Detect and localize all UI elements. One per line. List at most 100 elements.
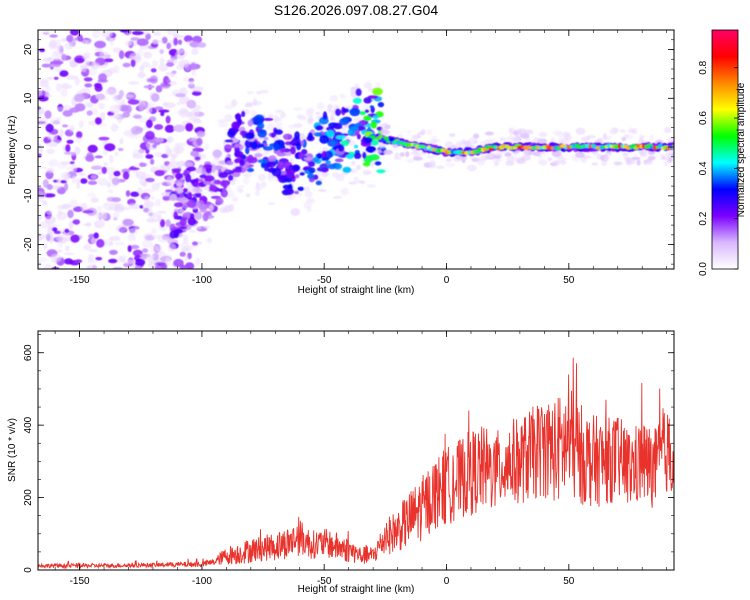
- spectrogram-blob: [99, 51, 109, 58]
- spectrogram-blob: [237, 188, 244, 193]
- spectrogram-blob: [156, 210, 167, 214]
- spectrogram-blob: [250, 109, 257, 118]
- spectrogram-blob: [466, 164, 477, 172]
- spectrogram-blob: [479, 140, 487, 146]
- spectrogram-blob: [108, 115, 120, 119]
- spectrogram-blob: [382, 128, 388, 132]
- spectrogram-blob: [342, 108, 350, 113]
- spectrogram-blob: [178, 59, 190, 68]
- spectrogram-blob: [135, 171, 142, 176]
- spectrogram-blob: [176, 101, 182, 106]
- spectrogram-blob: [118, 89, 124, 98]
- spectrogram-blob: [191, 48, 199, 56]
- spectrogram-blob: [185, 262, 195, 269]
- spectrogram-blob: [445, 158, 452, 162]
- spectrogram-blob: [477, 160, 486, 166]
- spectrogram-blob: [137, 71, 146, 79]
- spectrogram-blob: [203, 164, 213, 169]
- spectrogram-blob: [119, 30, 129, 33]
- spectrogram-blob: [160, 111, 165, 117]
- spectrogram-blob: [124, 40, 133, 46]
- spectrogram-blob: [40, 78, 50, 82]
- spectrogram-blob: [461, 139, 466, 145]
- spectrogram-blob: [234, 113, 242, 120]
- spectrogram-blob: [122, 62, 131, 68]
- spectrogram-blob: [327, 138, 338, 147]
- spectrogram-blob: [266, 123, 275, 131]
- spectrogram-blob: [103, 58, 114, 63]
- spectrogram-blob: [204, 144, 210, 151]
- spectrogram-blob: [183, 169, 189, 177]
- spectrogram-blob: [203, 175, 215, 182]
- spectrogram-blob: [233, 122, 240, 130]
- spectrogram-blob: [523, 151, 529, 156]
- spectrogram-blob: [239, 159, 245, 167]
- spectrogram-blob: [342, 166, 352, 173]
- spectrogram-blob: [218, 121, 228, 128]
- spectrogram-blob: [234, 143, 240, 148]
- spectrogram-blob: [304, 190, 313, 198]
- spectrogram-blob: [113, 170, 121, 177]
- spectrogram-blob: [313, 132, 323, 137]
- spectrogram-blob: [339, 117, 350, 126]
- spectrogram-blob: [80, 87, 91, 94]
- spectrogram-blob: [383, 149, 394, 155]
- spectrogram-blob: [340, 140, 350, 147]
- spectrogram-blob: [560, 159, 567, 166]
- spectrogram-blob: [393, 156, 402, 160]
- spectrogram-blob: [101, 211, 107, 220]
- spectrogram-blob: [228, 174, 234, 181]
- spectrogram-blob: [255, 190, 260, 196]
- colorbar-frame: [711, 29, 739, 270]
- spectrogram-blob: [232, 197, 239, 202]
- spectrogram-y-tick-label: -10: [23, 188, 34, 203]
- spectrogram-blob: [42, 200, 48, 206]
- spectrogram-blob: [86, 265, 92, 269]
- spectrogram-blob: [325, 160, 331, 165]
- spectrogram-blob: [56, 204, 68, 210]
- spectrogram-blob: [130, 58, 136, 68]
- spectrogram-blob: [189, 41, 201, 48]
- spectrogram-blob: [538, 131, 548, 138]
- spectrogram-blob: [145, 33, 151, 40]
- spectrogram-blob: [224, 139, 234, 143]
- spectrogram-blob: [290, 146, 296, 155]
- spectrogram-blob: [169, 157, 176, 167]
- spectrogram-blob: [148, 64, 158, 68]
- spectrogram-blob: [111, 177, 120, 186]
- spectrogram-blob: [170, 73, 175, 78]
- spectrogram-blob: [65, 144, 71, 153]
- spectrogram-blob: [377, 149, 382, 153]
- spectrogram-blob: [176, 48, 185, 54]
- spectrogram-blob: [142, 239, 153, 249]
- spectrogram-blob: [329, 95, 339, 102]
- spectrogram-blob: [151, 182, 161, 191]
- spectrogram-blob: [125, 190, 131, 197]
- spectrogram-blob: [315, 180, 322, 186]
- spectrogram-blob: [109, 241, 114, 246]
- spectrogram-blob: [195, 226, 202, 230]
- spectrogram-blob: [193, 86, 204, 93]
- spectrogram-blob: [277, 117, 282, 123]
- spectrogram-blob: [287, 193, 296, 201]
- spectrogram-blob: [275, 122, 283, 127]
- spectrogram-blob: [60, 180, 67, 184]
- spectrogram-blob: [308, 167, 316, 174]
- spectrogram-blob: [143, 174, 153, 178]
- spectrogram-blob: [74, 137, 83, 143]
- spectrogram-blob: [206, 237, 212, 244]
- spectrogram-blob: [76, 177, 81, 186]
- spectrogram-blob: [46, 148, 55, 155]
- spectrogram-blob: [80, 178, 88, 184]
- spectrogram-blob: [111, 197, 122, 203]
- spectrogram-blob: [273, 115, 278, 123]
- spectrogram-blob: [109, 236, 121, 241]
- spectrogram-blob: [520, 133, 530, 139]
- spectrogram-blob: [61, 82, 70, 90]
- spectrogram-blob: [492, 155, 501, 159]
- spectrogram-blob: [290, 208, 301, 217]
- spectrogram-blob: [60, 38, 68, 42]
- spectrogram-blob: [601, 160, 607, 167]
- snr-x-axis-label: Height of straight line (km): [298, 584, 415, 595]
- spectrogram-blob: [267, 175, 274, 183]
